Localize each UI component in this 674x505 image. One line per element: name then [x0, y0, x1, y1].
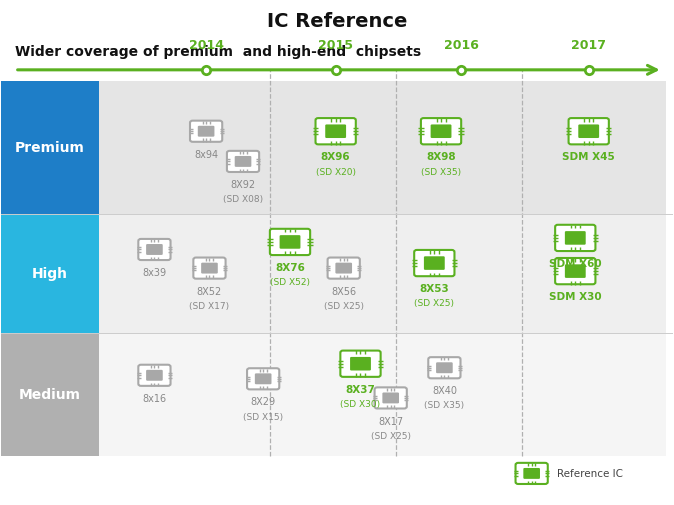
FancyBboxPatch shape	[1, 82, 98, 215]
Text: 8X92: 8X92	[231, 180, 255, 190]
FancyBboxPatch shape	[197, 127, 214, 137]
Text: 2014: 2014	[189, 39, 224, 52]
Text: 2016: 2016	[443, 39, 479, 52]
FancyBboxPatch shape	[247, 369, 279, 390]
FancyBboxPatch shape	[555, 225, 595, 251]
FancyBboxPatch shape	[431, 125, 452, 139]
Text: (SD X17): (SD X17)	[189, 301, 230, 310]
Text: 8X17: 8X17	[378, 416, 403, 426]
Text: 8X52: 8X52	[197, 286, 222, 296]
FancyBboxPatch shape	[98, 333, 666, 456]
Text: IC Reference: IC Reference	[267, 12, 407, 31]
Text: Wider coverage of premium  and high-end  chipsets: Wider coverage of premium and high-end c…	[15, 44, 421, 59]
Text: (SD X35): (SD X35)	[421, 167, 461, 176]
FancyBboxPatch shape	[565, 232, 586, 245]
FancyBboxPatch shape	[201, 263, 218, 274]
FancyBboxPatch shape	[421, 119, 461, 145]
Text: 8x94: 8x94	[194, 149, 218, 160]
FancyBboxPatch shape	[436, 363, 453, 374]
FancyBboxPatch shape	[227, 152, 259, 173]
Text: 8x16: 8x16	[142, 393, 166, 403]
Text: 2015: 2015	[318, 39, 353, 52]
Text: (SD X25): (SD X25)	[324, 301, 364, 310]
Text: 8X53: 8X53	[419, 284, 449, 294]
FancyBboxPatch shape	[523, 468, 540, 479]
FancyBboxPatch shape	[428, 358, 460, 379]
Text: Premium: Premium	[15, 141, 85, 155]
Text: (SD X25): (SD X25)	[371, 431, 410, 440]
Text: 2017: 2017	[571, 39, 606, 52]
FancyBboxPatch shape	[235, 157, 251, 168]
Text: Medium: Medium	[19, 387, 81, 401]
Text: SDM X45: SDM X45	[562, 152, 615, 162]
FancyBboxPatch shape	[255, 374, 272, 384]
FancyBboxPatch shape	[415, 250, 454, 277]
FancyBboxPatch shape	[138, 239, 171, 261]
FancyBboxPatch shape	[350, 357, 371, 371]
Text: SDM X30: SDM X30	[549, 292, 602, 301]
Text: (SD X30): (SD X30)	[340, 399, 381, 408]
FancyBboxPatch shape	[336, 263, 352, 274]
FancyBboxPatch shape	[146, 244, 162, 256]
Text: 8X56: 8X56	[331, 286, 357, 296]
Text: (SD X52): (SD X52)	[270, 278, 310, 287]
FancyBboxPatch shape	[1, 215, 98, 333]
FancyBboxPatch shape	[555, 259, 595, 285]
Text: SDM X60: SDM X60	[549, 259, 602, 269]
FancyBboxPatch shape	[146, 370, 162, 381]
FancyBboxPatch shape	[280, 236, 301, 249]
Text: 8X29: 8X29	[251, 396, 276, 407]
Text: (SD X35): (SD X35)	[425, 400, 464, 410]
FancyBboxPatch shape	[382, 393, 399, 403]
FancyBboxPatch shape	[315, 119, 356, 145]
FancyBboxPatch shape	[326, 125, 346, 139]
FancyBboxPatch shape	[516, 463, 548, 484]
Text: High: High	[32, 267, 67, 281]
FancyBboxPatch shape	[565, 265, 586, 278]
Text: (SD X25): (SD X25)	[415, 299, 454, 308]
Text: (SD X20): (SD X20)	[315, 167, 356, 176]
FancyBboxPatch shape	[98, 82, 666, 215]
Text: 8X40: 8X40	[432, 386, 457, 395]
FancyBboxPatch shape	[340, 351, 381, 377]
FancyBboxPatch shape	[569, 119, 609, 145]
Text: 8X76: 8X76	[275, 263, 305, 273]
Text: (SD X08): (SD X08)	[223, 195, 263, 204]
Text: 8X37: 8X37	[346, 384, 375, 394]
FancyBboxPatch shape	[270, 229, 310, 256]
Text: 8X98: 8X98	[426, 152, 456, 162]
FancyBboxPatch shape	[190, 121, 222, 142]
FancyBboxPatch shape	[1, 333, 98, 456]
FancyBboxPatch shape	[375, 388, 407, 409]
FancyBboxPatch shape	[578, 125, 599, 139]
Text: 8x39: 8x39	[142, 268, 166, 278]
Text: 8X96: 8X96	[321, 152, 350, 162]
FancyBboxPatch shape	[98, 215, 666, 333]
FancyBboxPatch shape	[424, 257, 445, 270]
FancyBboxPatch shape	[193, 258, 226, 279]
Text: Reference IC: Reference IC	[557, 469, 623, 478]
FancyBboxPatch shape	[328, 258, 360, 279]
Text: (SD X15): (SD X15)	[243, 412, 283, 421]
FancyBboxPatch shape	[138, 365, 171, 386]
